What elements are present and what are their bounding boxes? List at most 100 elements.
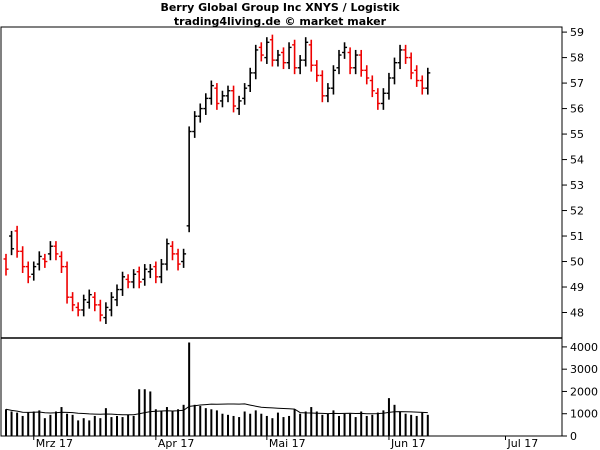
price-bar: [414, 65, 420, 87]
price-bar: [325, 83, 331, 103]
price-bar: [258, 42, 264, 62]
price-tick-label: 49: [570, 281, 584, 294]
price-bar: [358, 49, 364, 77]
price-bar: [147, 264, 153, 279]
volume-tick-label: 2000: [570, 385, 598, 398]
price-bar: [59, 251, 64, 273]
price-bar: [175, 248, 181, 271]
price-bar: [231, 85, 237, 113]
price-bar: [308, 39, 314, 72]
price-bar: [3, 253, 9, 276]
price-bar: [408, 52, 414, 80]
price-bar: [303, 37, 309, 67]
price-plot-frame: [0, 26, 563, 339]
price-bar: [364, 65, 370, 85]
price-bar: [425, 67, 431, 95]
price-bar: [20, 246, 26, 273]
price-bar: [286, 42, 292, 70]
price-bar: [314, 60, 320, 82]
price-bar: [86, 289, 92, 309]
price-bar: [336, 49, 342, 75]
price-bar: [114, 284, 120, 307]
price-bar: [14, 225, 20, 258]
price-bar: [253, 44, 259, 80]
price-tick-label: 54: [570, 154, 584, 167]
price-bar: [25, 261, 31, 284]
price-bar: [153, 261, 159, 284]
price-bar: [264, 37, 270, 64]
price-bar: [292, 39, 298, 75]
price-tick-label: 53: [570, 179, 584, 192]
price-bar: [347, 47, 353, 75]
volume-plot-frame: [0, 337, 563, 437]
price-bar: [419, 75, 425, 95]
price-bar: [203, 93, 209, 115]
price-tick-label: 48: [570, 307, 584, 320]
volume-tick-label: 3000: [570, 363, 598, 376]
price-bar: [164, 238, 170, 271]
volume-tick-label: 0: [570, 430, 577, 443]
x-tick-label: Jun 17: [390, 437, 426, 450]
price-bar: [214, 83, 220, 110]
price-bar: [81, 294, 87, 317]
price-bar: [319, 70, 325, 103]
volume-tick-label: 4000: [570, 341, 598, 354]
price-bar: [31, 261, 37, 281]
price-tick-label: 52: [570, 205, 584, 218]
price-bar: [208, 80, 214, 105]
price-bar: [120, 271, 126, 296]
price-bar: [380, 88, 386, 110]
price-bar: [42, 253, 48, 268]
price-bar: [70, 292, 76, 312]
price-bar: [192, 111, 198, 138]
price-bar: [103, 302, 109, 324]
price-bar: [36, 251, 42, 271]
x-tick-label: Apr 17: [158, 437, 195, 450]
price-tick-label: 56: [570, 103, 584, 116]
volume-average-line: [5, 403, 428, 416]
price-bar: [330, 65, 336, 95]
price-bar: [53, 241, 59, 261]
price-bar: [397, 44, 403, 70]
price-panel: 48 49 50 51 52 53 54 55 56 57 58 59: [0, 26, 584, 339]
price-bar: [158, 258, 164, 284]
price-tick-label: 57: [570, 77, 584, 90]
price-bar: [247, 67, 253, 93]
price-bar: [131, 269, 137, 289]
price-bar: [275, 49, 281, 67]
price-bar: [236, 95, 242, 115]
price-bar: [142, 264, 148, 286]
price-bar: [186, 126, 192, 233]
price-bar: [353, 49, 359, 75]
price-bar: [342, 42, 348, 59]
price-bar: [269, 34, 275, 67]
price-bar: [108, 292, 114, 317]
price-bar: [403, 44, 409, 64]
chart-subtitle: trading4living.de © market maker: [173, 15, 387, 28]
price-bar: [375, 88, 381, 110]
chart-title: Berry Global Group Inc XNYS / Logistik: [160, 1, 400, 14]
price-bar: [9, 230, 15, 256]
price-tick-label: 58: [570, 52, 584, 65]
price-tick-label: 51: [570, 230, 584, 243]
price-bar: [297, 55, 303, 75]
price-bar: [125, 274, 131, 289]
price-bar: [219, 90, 225, 108]
x-tick-label: Jul 17: [507, 437, 539, 450]
price-tick-label: 50: [570, 256, 584, 269]
price-bar: [369, 75, 375, 98]
price-bar: [281, 47, 286, 70]
price-bar: [97, 299, 103, 322]
price-bar: [386, 72, 392, 100]
price-bar: [75, 302, 81, 317]
price-tick-label: 55: [570, 128, 584, 141]
price-bar: [242, 83, 248, 105]
price-bar: [392, 57, 397, 85]
volume-tick-label: 1000: [570, 408, 598, 421]
x-tick-label: Mai 17: [269, 437, 306, 450]
price-tick-label: 59: [570, 26, 584, 39]
price-bar: [136, 266, 142, 289]
price-bar: [170, 241, 175, 261]
